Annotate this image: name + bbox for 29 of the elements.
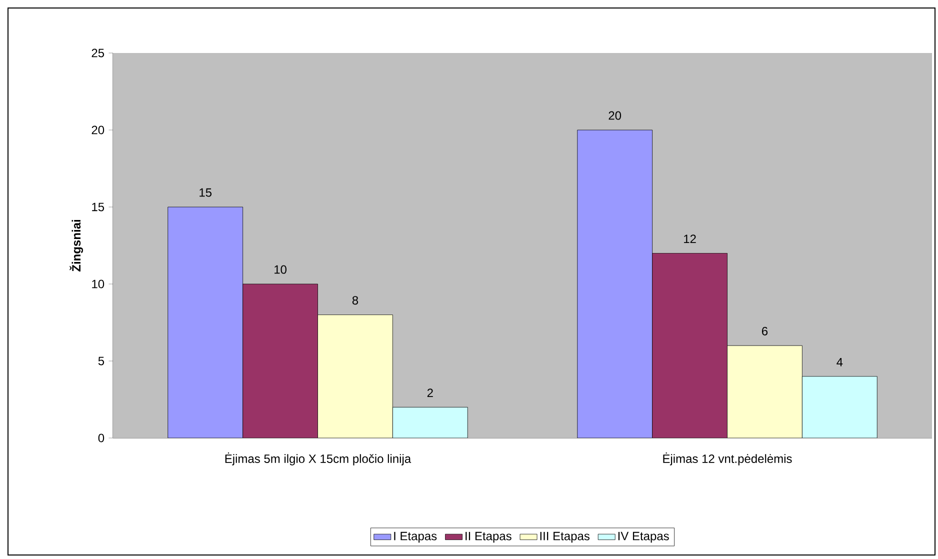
legend-label: III Etapas xyxy=(540,532,590,543)
data-label: 20 xyxy=(608,111,622,120)
y-tick-label: 25 xyxy=(92,48,104,58)
data-label: 4 xyxy=(836,358,843,366)
data-label: 10 xyxy=(274,265,286,274)
bar xyxy=(727,345,802,438)
data-label: 8 xyxy=(352,296,358,305)
y-tick-label: 20 xyxy=(92,126,104,134)
data-label: 2 xyxy=(427,388,433,397)
bar xyxy=(802,376,878,438)
x-tick-label: Ėjimas 12 vnt.pėdelėmis xyxy=(663,452,792,466)
bar xyxy=(168,207,243,438)
legend-label: II Etapas xyxy=(466,532,512,543)
y-axis-title: Žingsniai xyxy=(70,220,84,272)
bar xyxy=(652,253,728,438)
bar xyxy=(577,130,653,438)
x-tick-label: Ėjimas 5m ilgio X 15cm pločio linija xyxy=(225,452,412,466)
legend-label: IV Etapas xyxy=(618,532,669,543)
bar xyxy=(242,284,318,438)
bar xyxy=(392,407,468,438)
legend-label: I Etapas xyxy=(394,532,437,543)
data-label: 12 xyxy=(684,234,696,243)
data-label: 15 xyxy=(200,188,212,197)
y-tick-label: 0 xyxy=(98,434,104,442)
data-label: 6 xyxy=(762,326,768,336)
bar xyxy=(318,314,393,438)
y-tick-label: 5 xyxy=(98,356,104,366)
y-tick-label: 15 xyxy=(92,202,104,212)
y-tick-label: 10 xyxy=(92,280,104,288)
